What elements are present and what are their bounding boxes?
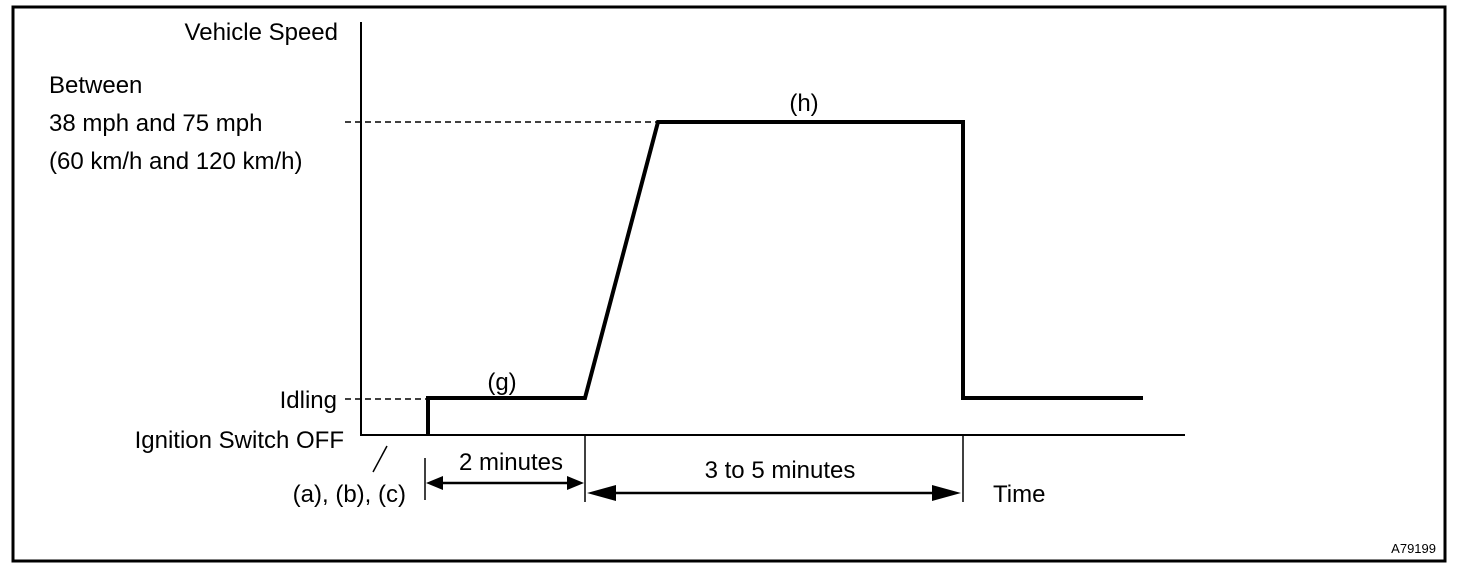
three-to-five-minutes-label: 3 to 5 minutes [705, 457, 856, 484]
step-g-label: (g) [487, 369, 516, 396]
high-speed-label-line1: Between [49, 72, 142, 99]
steps-abc-leader [372, 445, 388, 473]
diagram-border [11, 5, 1447, 563]
high-speed-label-line3: (60 km/h and 120 km/h) [49, 148, 302, 175]
three-to-five-arrowhead-right [932, 485, 961, 501]
figure-code: A79199 [1391, 541, 1436, 556]
step-h-label: (h) [789, 90, 818, 117]
three-to-five-arrowhead-left [587, 485, 616, 501]
idling-label: Idling [280, 387, 337, 414]
two-minutes-arrowhead-left [426, 476, 443, 490]
ignition-off-label: Ignition Switch OFF [135, 427, 344, 454]
two-minutes-arrowhead-right [567, 476, 584, 490]
speed-profile-line [426, 120, 1143, 435]
time-axis-label: Time [993, 481, 1045, 508]
two-minutes-label: 2 minutes [459, 449, 563, 476]
steps-abc-label: (a), (b), (c) [293, 481, 406, 508]
high-speed-label-line2: 38 mph and 75 mph [49, 110, 262, 137]
y-axis-label: Vehicle Speed [185, 19, 338, 46]
